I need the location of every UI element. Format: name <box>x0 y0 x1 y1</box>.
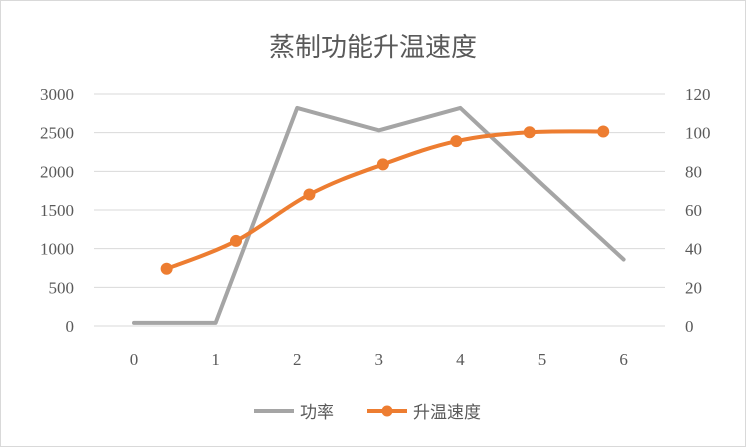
series-line-1 <box>132 105 626 325</box>
left-tick-label: 3000 <box>40 85 74 104</box>
left-tick-label: 0 <box>66 317 75 336</box>
legend: 功率 升温速度 <box>254 403 481 423</box>
legend-label-2: 升温速度 <box>413 403 481 423</box>
series-point-2 <box>450 135 463 148</box>
x-tick-label: 5 <box>538 350 547 369</box>
series-point-2 <box>160 262 173 275</box>
legend-marker-2 <box>381 405 393 417</box>
series-line-2 <box>164 129 606 271</box>
left-tick-label: 500 <box>49 278 75 297</box>
left-tick-label: 1000 <box>40 240 74 259</box>
chart-title: 蒸制功能升温速度 <box>269 33 477 63</box>
right-tick-label: 0 <box>685 317 694 336</box>
series-point-2 <box>376 158 389 171</box>
left-axis-ticks: 0 500 1000 1500 2000 2500 3000 <box>40 85 74 336</box>
left-tick-label: 2500 <box>40 124 74 143</box>
left-tick-label: 2000 <box>40 162 74 181</box>
x-tick-label: 2 <box>293 350 302 369</box>
x-tick-label: 1 <box>211 350 220 369</box>
series-point-2 <box>597 125 610 138</box>
right-axis-ticks: 0 20 40 60 80 100 120 <box>685 85 711 336</box>
legend-label-1: 功率 <box>300 403 334 423</box>
right-tick-label: 120 <box>685 85 711 104</box>
x-tick-label: 0 <box>130 350 139 369</box>
gridlines <box>94 93 665 327</box>
x-tick-label: 6 <box>619 350 628 369</box>
right-tick-label: 60 <box>685 201 702 220</box>
series-point-2 <box>303 188 316 201</box>
right-tick-label: 80 <box>685 162 702 181</box>
x-tick-label: 3 <box>375 350 384 369</box>
right-tick-label: 20 <box>685 278 702 297</box>
series-point-2 <box>230 234 242 247</box>
series-point-2 <box>523 126 536 139</box>
series-layer <box>132 105 626 325</box>
right-tick-label: 40 <box>685 240 702 259</box>
right-tick-label: 100 <box>685 124 711 143</box>
x-axis-ticks: 0 1 2 3 4 5 6 <box>130 350 628 369</box>
x-tick-label: 4 <box>456 350 465 369</box>
left-tick-label: 1500 <box>40 201 74 220</box>
